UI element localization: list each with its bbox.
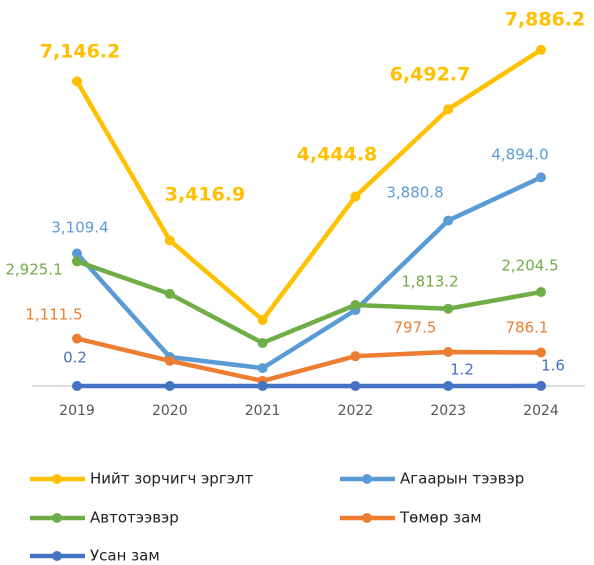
series-line bbox=[76, 259, 542, 346]
data-label: 2,925.1 bbox=[5, 261, 62, 279]
point bbox=[164, 235, 175, 246]
data-label: 4,894.0 bbox=[491, 146, 548, 164]
point bbox=[443, 380, 454, 391]
data-label: 3,880.8 bbox=[386, 184, 443, 202]
legend-label: Усан зам bbox=[90, 547, 160, 565]
data-label: 1.6 bbox=[541, 357, 565, 375]
point bbox=[443, 215, 454, 226]
data-label: 786.1 bbox=[506, 319, 549, 337]
legend-marker bbox=[52, 474, 62, 484]
data-label: 4,444.8 bbox=[297, 144, 378, 166]
point bbox=[536, 380, 546, 391]
x-tick-label: 2023 bbox=[430, 403, 466, 419]
series-line bbox=[75, 47, 543, 323]
legend-marker bbox=[362, 474, 372, 484]
point bbox=[257, 337, 268, 348]
point bbox=[257, 380, 268, 391]
legend-marker bbox=[52, 513, 62, 523]
x-tick-label: 2021 bbox=[245, 403, 281, 419]
legend-marker bbox=[362, 513, 372, 523]
data-label: 7,146.2 bbox=[40, 41, 121, 63]
point bbox=[536, 172, 546, 183]
data-label: 3,109.4 bbox=[51, 219, 108, 237]
point bbox=[443, 303, 454, 314]
data-label: 797.5 bbox=[394, 319, 437, 337]
point bbox=[164, 355, 175, 366]
point bbox=[164, 288, 175, 299]
point bbox=[443, 347, 454, 358]
point bbox=[72, 380, 82, 391]
point bbox=[536, 287, 546, 298]
point bbox=[72, 256, 82, 267]
series-line bbox=[76, 336, 542, 384]
point bbox=[164, 380, 175, 391]
point bbox=[350, 191, 361, 202]
x-tick-label: 2024 bbox=[523, 403, 559, 419]
data-label: 7,886.2 bbox=[505, 9, 586, 31]
data-label: 0.2 bbox=[63, 349, 87, 367]
point bbox=[350, 351, 361, 362]
point bbox=[443, 104, 454, 115]
x-tick-label: 2022 bbox=[338, 403, 374, 419]
data-label: 6,492.7 bbox=[390, 64, 471, 86]
data-label: 2,204.5 bbox=[501, 257, 558, 275]
legend-label: Автотээвэр bbox=[90, 509, 179, 527]
point bbox=[257, 314, 268, 325]
data-label: 3,416.9 bbox=[165, 184, 246, 206]
point bbox=[72, 248, 82, 259]
data-label: 1,111.5 bbox=[25, 306, 82, 324]
point bbox=[536, 44, 546, 55]
point bbox=[72, 76, 82, 87]
data-label: 1,813.2 bbox=[401, 273, 458, 291]
point bbox=[536, 347, 546, 358]
point bbox=[257, 363, 268, 374]
point bbox=[350, 300, 361, 311]
data-label: 1.2 bbox=[450, 361, 474, 379]
legend-label: Агаарын тээвэр bbox=[400, 470, 524, 488]
x-tick-label: 2019 bbox=[59, 403, 95, 419]
legend-label: Нийт зорчигч эргэлт bbox=[90, 470, 254, 488]
point bbox=[72, 333, 82, 344]
legend-marker bbox=[52, 551, 62, 561]
x-tick-label: 2020 bbox=[152, 403, 188, 419]
point bbox=[350, 380, 361, 391]
series-line bbox=[75, 175, 542, 371]
legend-label: Төмөр зам bbox=[399, 509, 482, 527]
